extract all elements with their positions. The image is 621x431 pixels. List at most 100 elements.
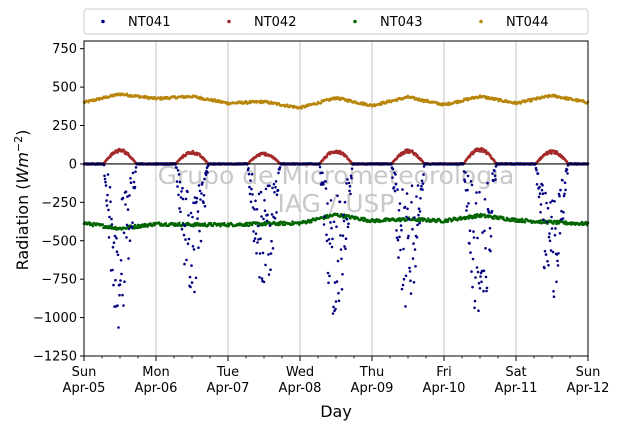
nt041-point [249,200,253,204]
nt041-point [421,182,425,185]
nt041-point [176,185,179,188]
nt041-point [556,259,559,263]
nt041-point [274,186,277,189]
nt041-point [395,236,399,240]
nt041-point [337,291,340,295]
nt043-point [164,222,168,225]
nt041-point [110,217,113,221]
legend-label-nt043: NT043 [380,15,422,30]
nt041-point [399,248,402,252]
nt041-point [548,239,552,243]
nt041-point [252,230,255,233]
nt043-point [459,215,462,219]
nt043-point [278,223,282,226]
nt041-point [471,285,474,289]
nt041-point [538,185,541,189]
nt041-point [196,217,199,220]
nt043-point [492,217,495,220]
y-tick-label: −250 [41,196,77,211]
nt041-point [561,217,565,220]
nt043-point [101,223,105,226]
nt041-point [180,227,184,231]
y-tick-label: −500 [41,234,77,249]
nt041-point [540,188,544,192]
nt041-point [478,287,482,290]
y-tick-label: 500 [52,81,77,96]
nt041-point [105,204,109,207]
nt041-point [552,290,555,293]
nt041-point [123,280,126,284]
nt042-point [345,155,349,158]
nt043-point [557,222,561,225]
nt043-point [416,219,420,223]
nt044-point [497,99,501,103]
nt043-point [209,221,213,225]
nt041-point [342,213,345,217]
nt041-point [193,290,196,294]
nt042-point [484,149,488,152]
nt041-point [419,197,422,200]
y-axis-title-suffix: ) [13,130,32,136]
nt041-point [416,184,420,187]
nt041-point [477,309,480,313]
nt041-point [262,280,266,284]
nt041-point [347,222,350,225]
nt041-point [470,270,473,273]
nt041-point [178,207,181,210]
nt041-point [108,215,111,219]
nt041-point [194,276,198,280]
nt041-point [344,237,348,240]
nt041-point [197,246,200,249]
nt041-point [467,202,470,205]
nt041-point [562,194,566,198]
nt041-point [349,192,352,196]
nt043-point [114,225,117,229]
nt041-point [107,236,111,239]
nt041-point [479,275,482,278]
nt041-point [131,221,134,224]
nt041-point [420,184,423,188]
nt041-point [412,242,415,245]
nt044-point [300,107,303,110]
nt043-point [509,219,513,223]
nt041-point [256,224,260,228]
nt041-point [115,250,119,253]
nt041-point [405,192,409,195]
y-tick-label: −1250 [33,350,77,365]
nt041-point [272,182,276,186]
nt041-point [541,192,545,195]
nt041-point [475,266,479,269]
nt041-point [406,236,410,240]
nt043-point [203,222,207,225]
nt041-point [331,312,335,315]
nt041-point [401,188,404,191]
nt041-point [190,281,194,284]
nt041-point [402,247,405,251]
nt041-point [402,277,406,281]
watermark-line-1: Grupo de Micrometeorologia [158,161,515,190]
grid-layer [155,41,517,356]
nt041-point [130,226,134,229]
nt041-point [112,283,115,287]
nt041-point [417,213,420,217]
nt041-point [489,235,493,238]
nt042-point [109,155,112,158]
nt041-point [322,183,325,186]
nt041-point [176,169,180,172]
nt041-point [478,190,481,194]
nt041-point [196,210,200,213]
nt041-point [491,172,494,175]
nt041-point [418,221,421,225]
nt041-point [258,276,261,279]
nt041-point [318,165,322,169]
nt043-point [384,219,387,223]
nt043-point [511,219,515,222]
nt043-point [556,219,559,223]
nt042-point [184,154,188,157]
nt041-point [250,187,253,191]
nt041-point [203,177,206,181]
nt041-point [187,214,190,217]
nt041-point [488,226,492,230]
nt041-point [397,209,401,212]
nt041-point [179,210,182,214]
